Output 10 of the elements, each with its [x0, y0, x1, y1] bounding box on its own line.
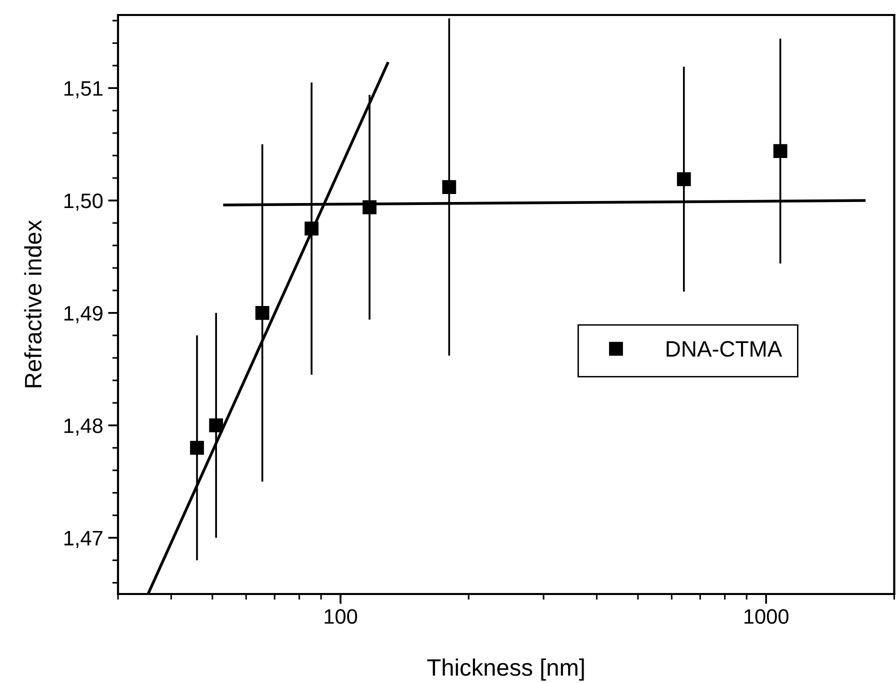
legend-label: DNA-CTMA: [666, 341, 782, 357]
x-tick-label: 1000: [744, 609, 788, 624]
y-tick-label: 1,51: [64, 81, 102, 98]
y-tick-label: 1,48: [64, 418, 103, 436]
x-tick-label: 100: [324, 609, 358, 624]
y-tick-label: 1,50: [64, 194, 103, 211]
x-axis-title: Thickness [nm]: [427, 658, 584, 681]
y-axis-title: Refractive index: [24, 220, 42, 388]
y-tick-label: 1,49: [64, 306, 102, 324]
y-tick-label: 1,47: [64, 531, 102, 548]
